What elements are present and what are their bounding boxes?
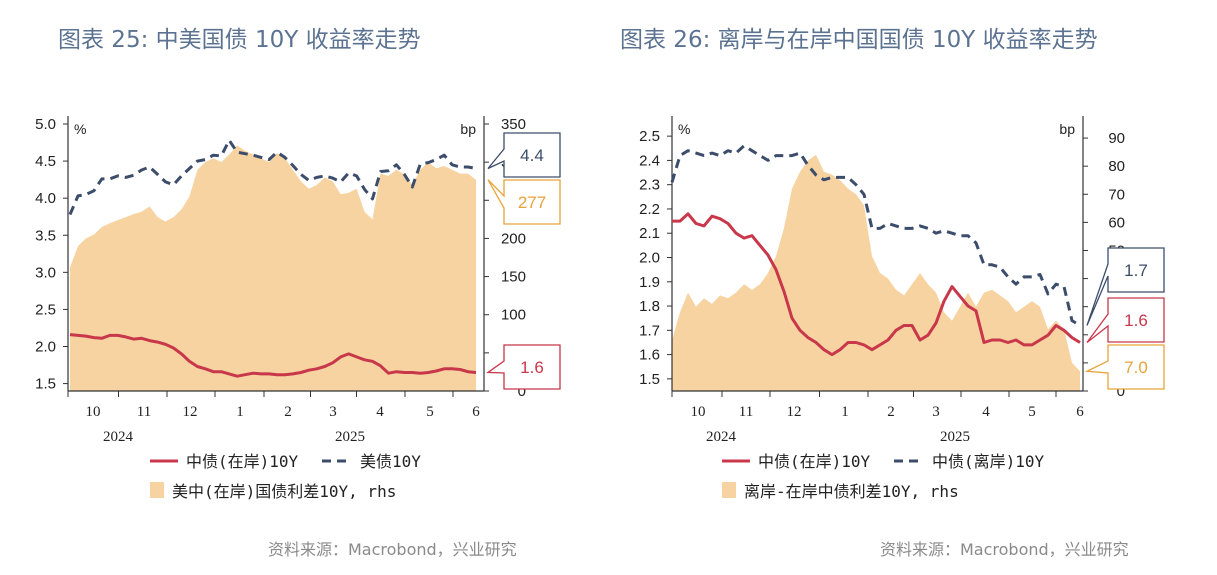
callout-label: 1.6 (520, 358, 544, 377)
x-tick-label: 10 (86, 404, 101, 420)
x-tick-label: 10 (691, 404, 706, 420)
x-tick-label: 2 (887, 404, 895, 420)
x-tick-label: 12 (787, 404, 802, 420)
x-tick-label: 3 (329, 404, 337, 420)
left-unit-label: % (74, 121, 86, 137)
x-tick-label: 1 (236, 404, 244, 420)
left-tick-label: 1.9 (639, 274, 660, 291)
legend-label: 美中(在岸)国债利差10Y, rhs (172, 482, 396, 501)
callout-label: 7.0 (1124, 358, 1148, 377)
year-label: 2025 (940, 429, 970, 445)
callout-label: 1.6 (1124, 311, 1148, 330)
left-tick-label: 2.1 (639, 225, 660, 242)
right-tick-label: 60 (1108, 214, 1125, 231)
left-tick-label: 1.7 (639, 322, 660, 339)
right-tick-label: 200 (501, 230, 526, 247)
legend-swatch-area (150, 482, 164, 498)
left-unit-label: % (678, 121, 690, 137)
left-tick-label: 2.0 (639, 250, 660, 267)
callout-box (1084, 344, 1165, 390)
legend-swatch-area (722, 482, 736, 498)
legend-label: 中债(在岸)10Y (758, 452, 871, 471)
callout-label: 277 (518, 193, 546, 212)
right-tick-label: 0 (1117, 383, 1125, 400)
figure-title-1: 图表 25: 中美国债 10Y 收益率走势 (58, 27, 421, 53)
line-series-dashed (670, 144, 1081, 327)
left-tick-label: 2.4 (639, 152, 660, 169)
left-tick-label: 1.6 (639, 347, 660, 364)
chart-1: 5.04.54.03.53.02.52.01.53503002502001501… (35, 116, 561, 501)
year-label: 2024 (103, 429, 134, 445)
callout-label: 1.7 (1124, 261, 1148, 280)
callout-label: 4.4 (520, 146, 544, 165)
line-series-dashed (68, 138, 477, 216)
callout-box (1086, 247, 1165, 326)
right-tick-label: 70 (1108, 186, 1125, 203)
x-tick-label: 5 (426, 404, 434, 420)
x-tick-label: 3 (932, 404, 940, 420)
right-tick-label: 100 (501, 307, 526, 324)
x-tick-label: 4 (982, 404, 990, 420)
right-unit-label: bp (1059, 121, 1075, 137)
legend-label: 中债(离岸)10Y (932, 452, 1045, 471)
right-tick-label: 350 (501, 116, 526, 133)
legend-label: 中债(在岸)10Y (186, 452, 299, 471)
right-tick-label: 90 (1108, 130, 1125, 147)
line-series-solid (69, 333, 477, 378)
year-label: 2024 (706, 429, 737, 445)
x-tick-label: 11 (137, 404, 151, 420)
left-tick-label: 1.5 (639, 371, 660, 388)
x-tick-label: 2 (284, 404, 292, 420)
x-tick-label: 5 (1028, 404, 1036, 420)
callout-box (487, 132, 561, 178)
legend-label: 美债10Y (360, 452, 421, 471)
callout-box (1086, 297, 1165, 343)
right-unit-label: bp (460, 121, 476, 137)
x-tick-label: 6 (1076, 404, 1084, 420)
x-tick-label: 4 (376, 404, 384, 420)
x-tick-label: 1 (841, 404, 849, 420)
left-tick-label: 2.0 (35, 339, 56, 356)
left-tick-label: 1.5 (35, 376, 56, 393)
x-tick-label: 12 (183, 404, 198, 420)
left-tick-label: 4.5 (35, 153, 56, 170)
year-label: 2025 (335, 429, 365, 445)
callout-box (486, 344, 561, 390)
area-series-spread (672, 154, 1080, 391)
right-tick-label: 80 (1108, 158, 1125, 175)
legend-label: 离岸-在岸中债利差10Y, rhs (744, 482, 959, 501)
left-tick-label: 3.5 (35, 227, 56, 244)
chart-2: 2.5 2.4 2.3 2.2 2.1 2.0 1.9 1.8 1.7 1.6 1.5 90 80 70 6… (639, 116, 1165, 501)
x-tick-label: 11 (739, 404, 753, 420)
x-tick-label: 6 (472, 404, 480, 420)
left-tick-label: 2.3 (639, 177, 660, 194)
left-tick-label: 2.2 (639, 201, 660, 218)
line-series-solid (672, 212, 1081, 357)
left-tick-label: 4.0 (35, 190, 56, 207)
left-tick-label: 1.8 (639, 298, 660, 315)
callout-box (487, 179, 561, 225)
right-tick-label: 0 (518, 383, 526, 400)
source-note-1: 资料来源：Macrobond，兴业研究 (268, 540, 517, 559)
area-series-spread (70, 145, 476, 391)
left-tick-label: 5.0 (35, 116, 56, 133)
source-note-2: 资料来源：Macrobond，兴业研究 (880, 540, 1129, 559)
right-tick-label: 150 (501, 269, 526, 286)
left-tick-label: 2.5 (35, 301, 56, 318)
left-tick-label: 2.5 (639, 128, 660, 145)
figure-title-2: 图表 26: 离岸与在岸中国国债 10Y 收益率走势 (620, 27, 1098, 53)
left-tick-label: 3.0 (35, 264, 56, 281)
